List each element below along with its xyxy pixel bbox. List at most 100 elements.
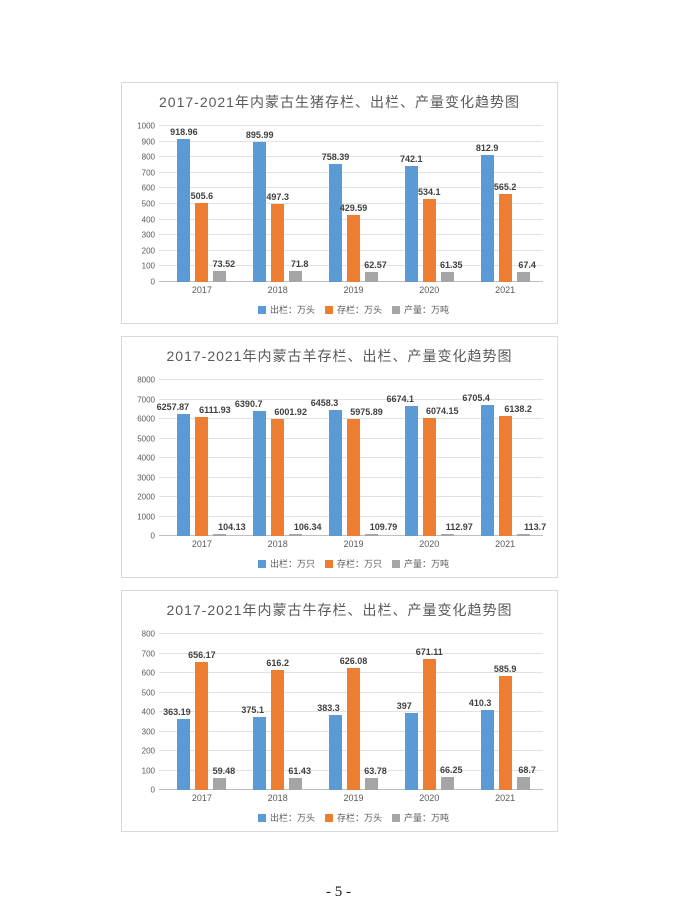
data-label: 109.79 [369, 521, 398, 532]
plot-area: 0 100 200 300 400 500 600 700 800 900 1000 918.96 50… [137, 122, 543, 287]
y-axis-tick-label: 700 [141, 168, 155, 178]
data-label: 67.4 [518, 259, 536, 270]
legend-label: 出栏：万只 [269, 559, 315, 569]
bar-series-2 [440, 777, 454, 790]
bar-wrap: 5975.89 [346, 407, 383, 536]
x-axis-tick-label: 2018 [267, 793, 288, 803]
y-axis-tick-label: 600 [141, 668, 155, 678]
bar-wrap: 918.96 [170, 127, 198, 282]
data-label: 5975.89 [350, 407, 383, 418]
legend-item: 出栏：万只 [257, 557, 315, 570]
data-label: 497.3 [266, 192, 289, 203]
y-axis-tick-label: 200 [141, 246, 155, 256]
x-axis-tick-label: 2018 [267, 285, 288, 295]
bar-series-0 [328, 715, 342, 790]
x-axis-tick-label: 2019 [343, 285, 364, 295]
y-axis-tick-label: 2000 [137, 492, 155, 502]
y-axis-tick-label: 400 [141, 707, 155, 717]
bar-series-1 [195, 416, 209, 536]
x-axis-tick-label: 2020 [419, 285, 440, 295]
bar-series-1 [346, 214, 360, 282]
gridline [159, 125, 543, 126]
bar-series-2 [289, 778, 303, 790]
bar-series-1 [498, 193, 512, 282]
y-axis-tick-label: 100 [141, 766, 155, 775]
gridline [159, 379, 543, 380]
y-axis-tick-label: 3000 [137, 473, 155, 482]
bar-series-2 [213, 778, 227, 790]
y-axis-tick-label: 200 [141, 746, 155, 756]
bar-wrap: 68.7 [516, 765, 536, 790]
bar-series-0 [177, 413, 191, 536]
y-axis-tick-label: 1000 [137, 121, 155, 131]
bar-wrap: 113.7 [516, 522, 546, 536]
legend-swatch-icon [324, 559, 333, 568]
legend-label: 产量：万吨 [404, 813, 450, 823]
bar-wrap: 895.99 [246, 130, 273, 282]
bar-wrap: 62.57 [364, 260, 387, 282]
bar-series-1 [346, 667, 360, 790]
bar-series-1 [195, 203, 209, 282]
plot-area: 0 100 200 300 400 500 600 700 800 363.19 656.17 59.… [142, 630, 543, 795]
y-axis-tick-label: 4000 [137, 453, 155, 463]
bar-wrap: 497.3 [266, 192, 289, 282]
x-axis-tick-label: 2020 [419, 793, 440, 803]
y-axis-tick-label: 0 [150, 531, 155, 541]
bar-series-2 [516, 271, 530, 282]
chart-canvas: 0 100 200 300 400 500 600 700 800 900 1000 918.96 50… [137, 122, 543, 316]
data-label: 895.99 [245, 130, 274, 141]
plot-area: 0 1000 2000 3000 4000 5000 6000 7000 8000 6257.87… [137, 376, 546, 541]
data-label: 429.59 [339, 202, 368, 213]
y-axis-tick-label: 800 [141, 629, 155, 639]
bar-group-2017: 6257.87 6111.93 104.13 [157, 380, 246, 536]
data-label: 6674.1 [386, 393, 415, 404]
gridline [159, 203, 543, 204]
bar-wrap: 6074.15 [422, 406, 459, 536]
x-axis-tick-label: 2021 [495, 539, 516, 549]
bar-wrap: 6257.87 [157, 402, 191, 536]
bar-wrap: 758.39 [322, 152, 349, 282]
data-label: 758.39 [321, 151, 350, 162]
bar-series-2 [213, 533, 227, 536]
bar-series-1 [422, 417, 436, 536]
legend-swatch-icon [392, 813, 400, 822]
bar-wrap: 429.59 [340, 203, 367, 282]
y-axis-tick-label: 800 [141, 152, 155, 162]
bar-wrap: 6001.92 [271, 407, 307, 536]
x-axis-labels: 2017 2018 2019 2020 2021 [164, 793, 543, 803]
bar-series-0 [177, 138, 191, 282]
bar-group-2020: 6674.1 6074.15 112.97 [387, 380, 473, 536]
bar-series-1 [422, 659, 436, 790]
chart-canvas: 0 100 200 300 400 500 600 700 800 363.19 656.17 59.… [142, 630, 543, 824]
legend-label: 存栏：万头 [336, 813, 382, 823]
bar-wrap: 59.48 [213, 766, 235, 790]
bar-series-1 [271, 204, 285, 282]
x-axis-tick-label: 2017 [191, 539, 212, 549]
legend-swatch-icon [392, 559, 400, 568]
x-axis-tick-label: 2017 [191, 793, 212, 803]
y-axis-tick-label: 1000 [137, 512, 155, 521]
data-label: 616.2 [266, 657, 289, 668]
legend-swatch-icon [257, 305, 266, 314]
pig-trend-chart: 2017-2021年内蒙古生猪存栏、出栏、产量变化趋势图 0 100 200 300 4… [121, 82, 558, 324]
bar-series-0 [480, 155, 494, 282]
bar-series-2 [213, 270, 227, 282]
bar-wrap: 742.1 [400, 154, 423, 282]
y-axis-tick-label: 900 [141, 137, 155, 147]
bar-series-1 [195, 662, 209, 790]
bar-group-2020: 397 671.11 66.25 [391, 634, 467, 790]
bar-group-2018: 375.1 616.2 61.43 [240, 634, 316, 790]
data-label: 742.1 [400, 154, 423, 165]
bar-series-2 [516, 776, 530, 790]
data-label: 6111.93 [199, 404, 231, 415]
data-label: 112.97 [445, 521, 473, 532]
data-label: 6458.3 [310, 398, 339, 409]
legend-label: 产量：万吨 [404, 559, 450, 569]
legend-item: 存栏：万只 [324, 557, 382, 570]
bar-series-2 [289, 270, 303, 282]
bar-series-1 [271, 418, 285, 536]
bar-wrap: 67.4 [516, 260, 536, 282]
bar-wrap: 397 [397, 701, 418, 790]
y-axis-tick-label: 300 [141, 727, 155, 736]
y-axis-tick-label: 100 [141, 261, 155, 271]
